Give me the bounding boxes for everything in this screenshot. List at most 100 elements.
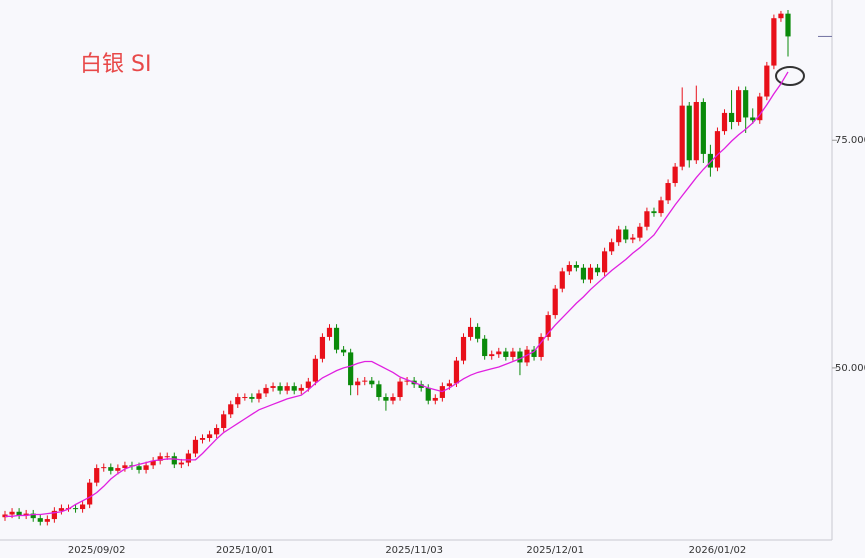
- candle-body: [496, 351, 502, 355]
- candle-body: [517, 351, 523, 363]
- candle-body: [249, 397, 255, 399]
- candle-body: [305, 381, 311, 388]
- candle-body: [355, 381, 361, 386]
- candle-body: [108, 467, 114, 471]
- candle-body: [446, 383, 453, 387]
- candle-body: [51, 510, 57, 520]
- candle-body: [87, 482, 93, 505]
- candle-body: [362, 380, 368, 382]
- candle-body: [185, 453, 192, 463]
- candle-body: [764, 65, 770, 97]
- candle-body: [326, 327, 333, 337]
- candle-body: [524, 349, 530, 363]
- candle-body: [425, 387, 431, 401]
- candle-body: [531, 349, 537, 357]
- candle-body: [453, 360, 460, 384]
- candle-body: [545, 315, 551, 337]
- candle-body: [150, 460, 156, 466]
- candle-body: [778, 13, 784, 19]
- candle-body: [616, 229, 622, 243]
- candle-body: [206, 434, 213, 439]
- candle-body: [594, 267, 601, 273]
- x-tick-label: 2025/11/03: [385, 545, 443, 556]
- candle-body: [178, 462, 184, 465]
- candle-body: [566, 264, 572, 272]
- candle-body: [397, 381, 403, 398]
- candle-body: [785, 13, 791, 37]
- candle-body: [418, 384, 424, 388]
- candle-body: [538, 336, 544, 357]
- candle-body: [157, 456, 163, 461]
- candle-body: [298, 387, 304, 391]
- y-tick-label: 50.000: [835, 363, 865, 374]
- chart-title: 白银 SI: [80, 52, 151, 77]
- candle-body: [199, 438, 206, 440]
- candle-body: [460, 336, 467, 361]
- candle-body: [228, 404, 234, 415]
- candle-body: [79, 504, 86, 510]
- candle-body: [679, 105, 685, 167]
- candle-body: [164, 456, 170, 458]
- candle-body: [143, 465, 149, 470]
- candle-body: [16, 511, 22, 516]
- candle-body: [587, 267, 594, 280]
- candle-body: [714, 131, 721, 168]
- candle-body: [757, 96, 763, 121]
- candle-body: [30, 513, 36, 519]
- candle-body: [686, 105, 692, 161]
- candle-body: [601, 251, 608, 273]
- x-tick-label: 2025/12/01: [526, 545, 584, 556]
- candle-body: [115, 468, 121, 471]
- candle-body: [707, 153, 714, 168]
- candle-body: [700, 101, 706, 154]
- candle-body: [736, 90, 742, 123]
- candle-body: [171, 456, 177, 465]
- candle-body: [609, 242, 615, 252]
- candle-body: [242, 397, 248, 399]
- candle-body: [728, 112, 735, 123]
- candle-body: [376, 384, 382, 398]
- candle-body: [644, 211, 650, 227]
- y-tick-label: 75.000: [835, 135, 865, 146]
- candle-body: [348, 352, 354, 386]
- candle-body: [750, 117, 756, 121]
- candle-body: [693, 101, 699, 161]
- annotation-circle: [775, 66, 805, 86]
- candle-body: [23, 513, 29, 516]
- candle-body: [580, 267, 587, 280]
- candle-body: [510, 351, 516, 357]
- candle-body: [136, 466, 142, 470]
- x-tick-label: 2025/09/02: [68, 545, 126, 556]
- candle-body: [122, 465, 128, 469]
- candle-body: [319, 336, 326, 359]
- candle-body: [291, 386, 297, 391]
- candle-body: [44, 519, 50, 522]
- candle-body: [482, 338, 488, 357]
- candle-body: [37, 518, 43, 522]
- candle-body: [651, 211, 657, 214]
- candle-body: [432, 397, 438, 401]
- candle-body: [277, 386, 283, 391]
- candle-body: [475, 326, 481, 339]
- candle-body: [101, 467, 107, 469]
- candle-body: [672, 166, 678, 184]
- candle-body: [192, 439, 199, 454]
- candle-body: [270, 386, 276, 388]
- candle-body: [771, 18, 777, 66]
- candle-body: [404, 380, 410, 382]
- candle-body: [256, 393, 262, 399]
- x-tick-label: 2026/01/02: [689, 545, 747, 556]
- candle-body: [503, 351, 509, 357]
- candle-body: [489, 354, 495, 357]
- candle-body: [383, 397, 389, 401]
- candle-body: [58, 508, 65, 511]
- x-tick-label: 2025/10/01: [216, 545, 274, 556]
- candle-body: [340, 349, 347, 353]
- candle-body: [665, 183, 671, 201]
- candle-body: [214, 427, 220, 435]
- candle-body: [369, 380, 375, 385]
- candle-body: [721, 112, 728, 132]
- candle-body: [637, 226, 643, 238]
